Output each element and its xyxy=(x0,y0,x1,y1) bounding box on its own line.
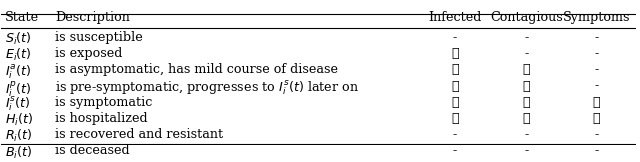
Text: ✓: ✓ xyxy=(523,96,531,109)
Text: ✓: ✓ xyxy=(523,63,531,76)
Text: $H_i(t)$: $H_i(t)$ xyxy=(4,112,33,128)
Text: is asymptomatic, has mild course of disease: is asymptomatic, has mild course of dise… xyxy=(55,63,339,76)
Text: ✓: ✓ xyxy=(593,112,600,125)
Text: ✓: ✓ xyxy=(451,112,459,125)
Text: -: - xyxy=(524,47,529,60)
Text: $I_i^s(t)$: $I_i^s(t)$ xyxy=(4,96,30,113)
Text: is pre-symptomatic, progresses to $I_i^s(t)$ later on: is pre-symptomatic, progresses to $I_i^s… xyxy=(55,80,360,97)
Text: -: - xyxy=(452,145,457,157)
Text: -: - xyxy=(594,31,598,44)
Text: -: - xyxy=(594,128,598,141)
Text: $S_i(t)$: $S_i(t)$ xyxy=(4,31,31,47)
Text: is susceptible: is susceptible xyxy=(55,31,143,44)
Text: $E_i(t)$: $E_i(t)$ xyxy=(4,47,31,63)
Text: is recovered and resistant: is recovered and resistant xyxy=(55,128,223,141)
Text: ✓: ✓ xyxy=(451,63,459,76)
Text: Infected: Infected xyxy=(428,12,481,24)
Text: ✓: ✓ xyxy=(593,96,600,109)
Text: -: - xyxy=(594,145,598,157)
Text: -: - xyxy=(452,128,457,141)
Text: -: - xyxy=(524,128,529,141)
Text: -: - xyxy=(452,31,457,44)
Text: ✓: ✓ xyxy=(523,112,531,125)
Text: ✓: ✓ xyxy=(451,47,459,60)
Text: ✓: ✓ xyxy=(451,80,459,93)
Text: State: State xyxy=(4,12,38,24)
Text: -: - xyxy=(594,47,598,60)
Text: -: - xyxy=(524,145,529,157)
Text: is hospitalized: is hospitalized xyxy=(55,112,148,125)
Text: -: - xyxy=(524,31,529,44)
Text: Symptoms: Symptoms xyxy=(563,12,630,24)
Text: $R_i(t)$: $R_i(t)$ xyxy=(4,128,32,144)
Text: is deceased: is deceased xyxy=(55,145,130,157)
Text: $B_i(t)$: $B_i(t)$ xyxy=(4,145,32,161)
Text: ✓: ✓ xyxy=(523,80,531,93)
Text: -: - xyxy=(594,80,598,93)
Text: ✓: ✓ xyxy=(451,96,459,109)
Text: Contagious: Contagious xyxy=(490,12,563,24)
Text: is symptomatic: is symptomatic xyxy=(55,96,153,109)
Text: $I_i^a(t)$: $I_i^a(t)$ xyxy=(4,63,31,81)
Text: Description: Description xyxy=(55,12,130,24)
Text: -: - xyxy=(594,63,598,76)
Text: is exposed: is exposed xyxy=(55,47,123,60)
Text: $I_i^p(t)$: $I_i^p(t)$ xyxy=(4,80,31,99)
